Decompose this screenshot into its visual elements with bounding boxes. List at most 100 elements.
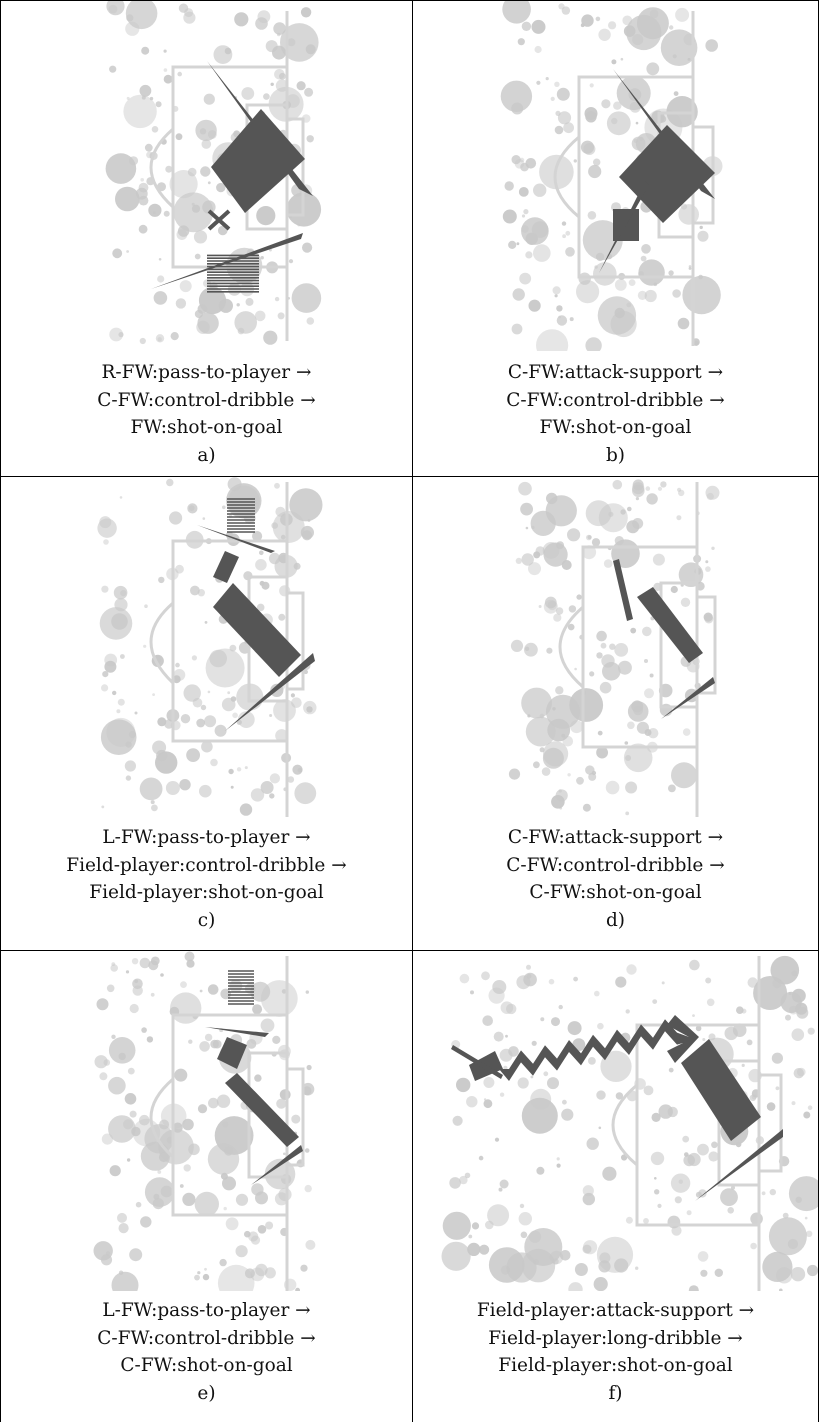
- small-bar-icon: [213, 551, 239, 583]
- density-blob: [750, 1212, 763, 1226]
- density-blob: [697, 230, 709, 242]
- player-density-blobs: [97, 477, 323, 816]
- density-blob: [468, 1234, 473, 1239]
- density-blob: [219, 1258, 227, 1267]
- density-blob: [227, 691, 231, 695]
- density-blob: [126, 250, 129, 253]
- density-blob: [504, 181, 514, 191]
- density-blob: [670, 1173, 691, 1193]
- density-blob: [518, 187, 529, 197]
- density-blob: [660, 481, 667, 488]
- density-blob: [554, 125, 564, 135]
- density-blob: [218, 298, 233, 313]
- density-blob: [521, 21, 532, 31]
- density-blob: [156, 749, 168, 762]
- density-blob: [613, 101, 622, 110]
- density-blob: [124, 1093, 137, 1105]
- caption-line: C-FW:control-dribble →: [506, 389, 725, 411]
- density-blob: [302, 1086, 312, 1096]
- density-blob: [108, 1076, 126, 1095]
- density-blob: [626, 964, 637, 975]
- panel-d-diagram: [508, 479, 720, 817]
- density-blob: [199, 989, 203, 993]
- density-blob: [521, 225, 529, 233]
- density-blob: [547, 1077, 559, 1090]
- density-blob: [173, 669, 186, 681]
- density-blob: [585, 337, 602, 351]
- density-blob: [481, 971, 490, 981]
- density-blob: [556, 1157, 560, 1161]
- density-blob: [205, 648, 245, 688]
- density-blob: [543, 1071, 549, 1077]
- panel-b-caption: C-FW:attack-support → C-FW:control-dribb…: [413, 359, 818, 469]
- density-blob: [115, 186, 140, 212]
- density-blob: [180, 714, 191, 724]
- density-blob: [768, 1217, 807, 1256]
- density-blob: [635, 1266, 639, 1270]
- density-blob: [302, 242, 313, 253]
- density-blob: [228, 768, 234, 775]
- density-blob: [111, 613, 128, 630]
- density-blob: [208, 1097, 219, 1109]
- density-blob: [612, 479, 623, 490]
- density-blob: [291, 283, 322, 313]
- density-blob: [601, 654, 615, 668]
- density-blob: [126, 1158, 131, 1162]
- density-blob: [276, 1098, 287, 1109]
- panel-letter: c): [197, 909, 216, 931]
- density-blob: [236, 303, 240, 307]
- density-blob: [207, 130, 217, 139]
- density-blob: [210, 1039, 219, 1049]
- grid-border-middle: [412, 0, 413, 1422]
- density-blob: [785, 1014, 791, 1021]
- density-blob: [105, 1251, 111, 1256]
- dribble-bar-icon: [681, 1039, 761, 1141]
- density-blob: [235, 1193, 249, 1206]
- density-blob: [609, 643, 616, 650]
- density-blob: [251, 1183, 264, 1196]
- density-blob: [596, 746, 608, 759]
- density-blob: [588, 164, 602, 179]
- density-blob: [531, 221, 549, 238]
- density-blob: [244, 1268, 255, 1279]
- player-density-blobs: [441, 955, 818, 1291]
- caption-line: C-FW:control-dribble →: [506, 854, 725, 876]
- density-blob: [614, 1258, 629, 1273]
- density-blob: [657, 486, 663, 491]
- density-blob: [482, 1015, 493, 1026]
- density-blob: [125, 970, 130, 974]
- density-blob: [300, 525, 314, 540]
- density-blob: [129, 1110, 137, 1118]
- density-blob: [146, 1036, 154, 1043]
- density-blob: [708, 1151, 719, 1162]
- density-blob: [556, 305, 563, 312]
- density-blob: [521, 214, 526, 218]
- density-blob: [230, 696, 237, 702]
- density-blob: [274, 482, 280, 489]
- density-blob: [562, 234, 566, 239]
- density-blob: [499, 1179, 509, 1189]
- density-blob: [638, 271, 644, 277]
- density-blob: [163, 210, 170, 217]
- density-blob: [521, 553, 534, 566]
- density-blob: [589, 83, 594, 88]
- density-blob: [627, 701, 649, 722]
- penalty-arc: [149, 1077, 175, 1159]
- density-blob: [741, 1063, 745, 1067]
- density-blob: [797, 1067, 806, 1077]
- density-blob: [586, 534, 592, 541]
- density-blob: [556, 87, 570, 101]
- density-blob: [483, 1098, 487, 1101]
- density-blob: [705, 566, 711, 572]
- density-blob: [598, 1260, 611, 1273]
- density-blob: [125, 741, 132, 748]
- density-blob: [452, 1115, 463, 1126]
- density-blob: [175, 298, 187, 309]
- density-blob: [606, 111, 631, 136]
- density-blob: [658, 1104, 673, 1119]
- density-blob: [660, 29, 698, 66]
- density-blob: [598, 503, 628, 533]
- density-blob: [202, 1273, 210, 1281]
- density-blob: [639, 136, 644, 141]
